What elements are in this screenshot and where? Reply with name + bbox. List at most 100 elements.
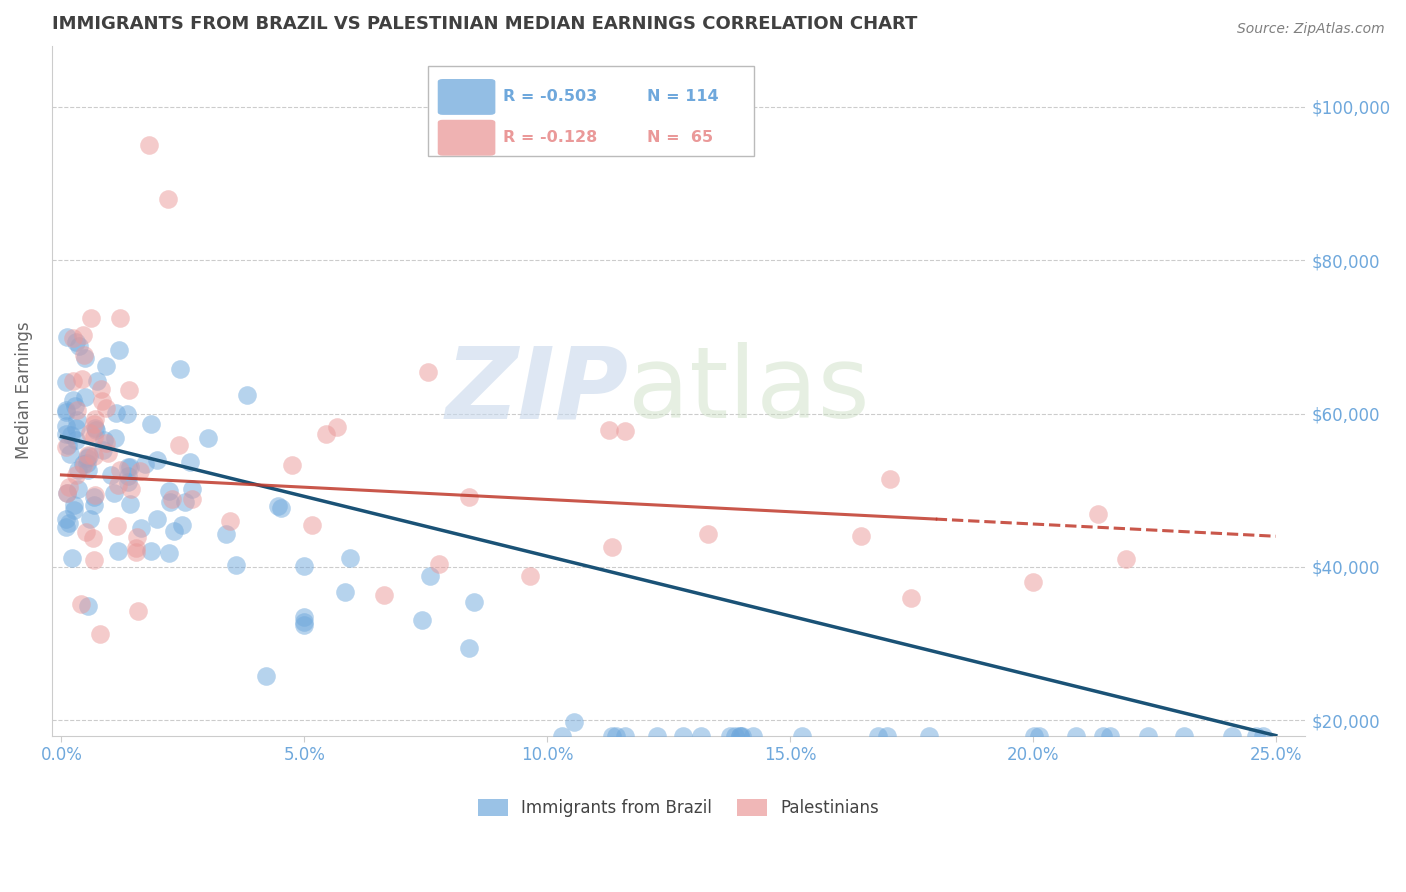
Point [141, 417, 163, 431]
Point [1115, 551, 1137, 566]
Point [157, 192, 180, 206]
Point [76, 451, 98, 466]
Y-axis label: Median Earnings: Median Earnings [15, 322, 32, 459]
Point [75, 525, 97, 540]
Point [519, 569, 541, 583]
Point [59, 447, 82, 461]
Point [866, 729, 889, 743]
Point [254, 668, 277, 682]
Text: R = -0.128: R = -0.128 [503, 130, 598, 145]
Point [58, 480, 80, 494]
Point [120, 482, 142, 496]
Point [55, 405, 77, 419]
Point [236, 388, 259, 402]
FancyBboxPatch shape [437, 120, 495, 155]
Point [77, 449, 100, 463]
Point [728, 729, 751, 743]
Point [128, 464, 150, 478]
Point [100, 467, 122, 482]
Point [427, 558, 450, 572]
Point [416, 365, 439, 379]
Point [270, 500, 292, 515]
Point [65, 402, 87, 417]
Point [108, 343, 131, 357]
Point [600, 540, 623, 554]
Point [731, 729, 754, 743]
Point [83, 553, 105, 567]
FancyBboxPatch shape [427, 66, 754, 156]
Point [214, 527, 236, 541]
Point [63, 503, 86, 517]
Point [117, 468, 139, 483]
Point [1028, 729, 1050, 743]
Point [742, 729, 765, 743]
Point [83, 488, 105, 502]
Point [105, 519, 128, 533]
Point [879, 472, 901, 486]
Point [83, 421, 105, 435]
Text: ZIP: ZIP [446, 343, 628, 439]
Point [73, 458, 96, 472]
Point [181, 492, 204, 507]
Point [225, 558, 247, 573]
Point [62, 331, 84, 345]
Point [160, 491, 183, 506]
Point [93, 433, 115, 447]
Point [120, 459, 142, 474]
Point [65, 468, 87, 483]
Point [690, 729, 713, 743]
Point [63, 498, 86, 512]
Text: N =  65: N = 65 [647, 130, 713, 145]
Point [339, 550, 361, 565]
Point [614, 424, 637, 438]
Point [76, 448, 98, 462]
Point [97, 446, 120, 460]
Point [79, 512, 101, 526]
Text: Source: ZipAtlas.com: Source: ZipAtlas.com [1237, 22, 1385, 37]
Point [70, 372, 93, 386]
Point [94, 401, 117, 416]
Point [66, 463, 89, 477]
Point [91, 442, 114, 457]
Point [1173, 729, 1195, 743]
Text: R = -0.503: R = -0.503 [503, 89, 598, 104]
Point [67, 338, 90, 352]
Point [83, 498, 105, 512]
Point [315, 427, 337, 442]
Point [77, 463, 100, 477]
Point [267, 500, 290, 514]
Point [56, 486, 79, 500]
Text: N = 114: N = 114 [647, 89, 718, 104]
Point [1091, 729, 1114, 743]
Point [335, 585, 357, 599]
Point [697, 527, 720, 541]
Point [458, 641, 481, 656]
Point [411, 613, 433, 627]
Point [159, 495, 181, 509]
Point [107, 544, 129, 558]
Point [77, 599, 100, 614]
Point [55, 427, 77, 442]
Text: IMMIGRANTS FROM BRAZIL VS PALESTINIAN MEDIAN EARNINGS CORRELATION CHART: IMMIGRANTS FROM BRAZIL VS PALESTINIAN ME… [52, 15, 917, 33]
Point [1220, 729, 1243, 743]
Point [83, 450, 105, 464]
Point [104, 431, 127, 445]
Point [55, 419, 77, 434]
Point [86, 375, 108, 389]
Point [292, 610, 315, 624]
Point [550, 729, 572, 743]
Point [94, 435, 117, 450]
Point [180, 482, 202, 496]
Point [72, 328, 94, 343]
Point [55, 402, 77, 417]
Point [218, 514, 240, 528]
Point [127, 604, 149, 618]
Point [134, 457, 156, 471]
Point [373, 589, 395, 603]
Point [162, 524, 184, 539]
Point [55, 512, 77, 526]
Point [55, 375, 77, 389]
Point [170, 518, 193, 533]
Point [1022, 729, 1045, 743]
Point [146, 512, 169, 526]
